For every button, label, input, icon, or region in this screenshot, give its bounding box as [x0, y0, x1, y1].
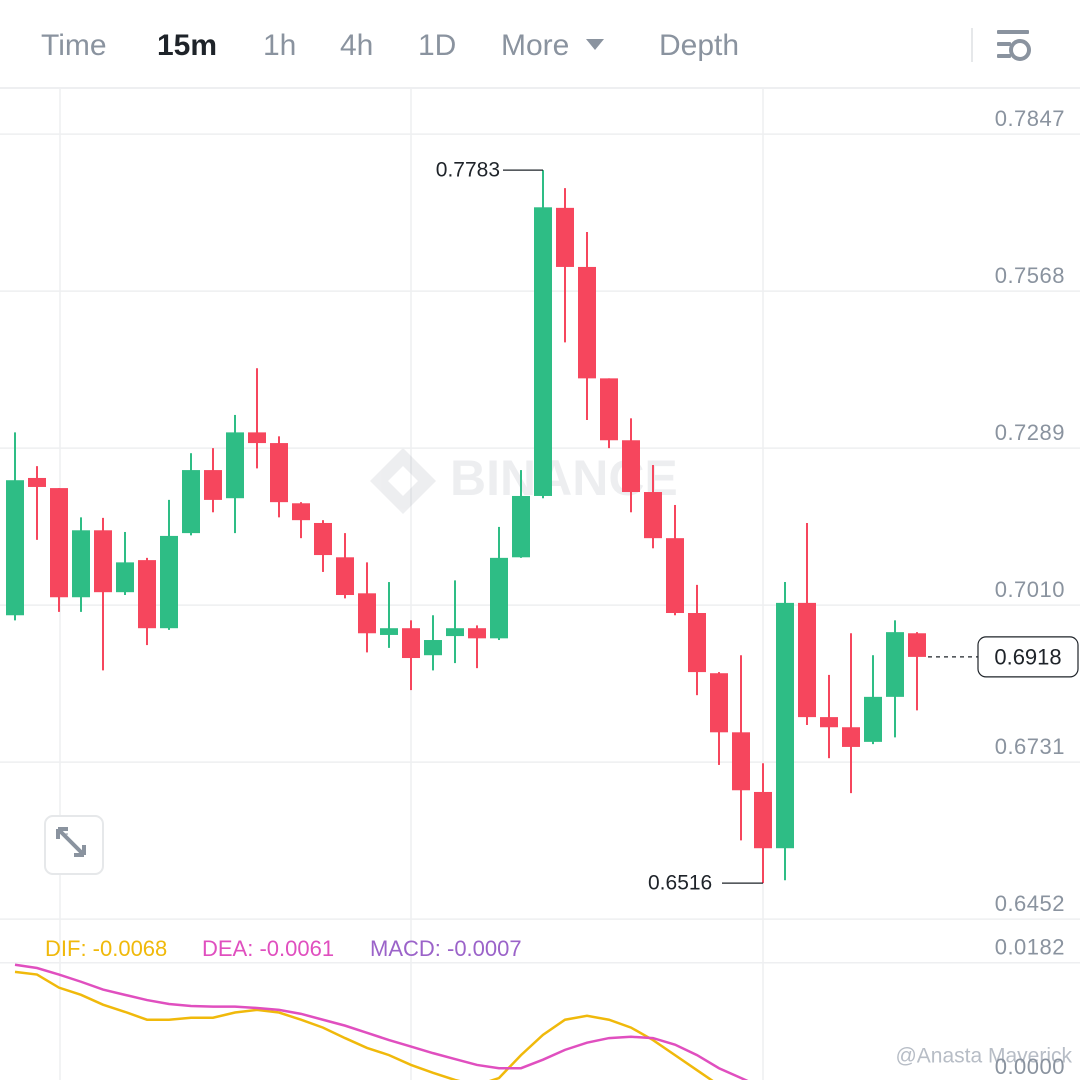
candle-body: [380, 628, 398, 635]
candle-body: [644, 492, 662, 539]
candle-body: [490, 557, 508, 639]
candle-body: [402, 628, 420, 659]
candle-body: [688, 613, 706, 673]
candle-body: [358, 593, 376, 634]
candle-body: [204, 470, 222, 500]
y-tick-label: 0.7289: [995, 420, 1065, 445]
candle-body: [72, 530, 90, 598]
candle-body: [710, 673, 728, 733]
tab[interactable]: 1h: [263, 29, 296, 62]
y-tick-label: 0.6731: [995, 734, 1065, 759]
candle-body: [6, 480, 24, 616]
tab[interactable]: Time: [41, 29, 107, 62]
candle-body: [886, 632, 904, 697]
candle-body: [50, 488, 68, 598]
candle-body: [578, 266, 596, 379]
candle-body: [512, 495, 530, 558]
watermark-text: BINANCE: [450, 450, 678, 506]
y-tick-label: 0.6452: [995, 891, 1065, 916]
candle-body: [248, 432, 266, 444]
y-tick-label: 0.7568: [995, 263, 1065, 288]
candle-body: [666, 538, 684, 614]
y-tick-label: 0.0000: [995, 1054, 1065, 1079]
candle-body: [732, 732, 750, 791]
min-label: 0.6516: [648, 872, 712, 895]
dropdown-arrow: [586, 39, 604, 50]
settings-icon[interactable]: [997, 30, 1031, 61]
candle-body: [138, 560, 156, 629]
last-price-label: 0.6918: [994, 645, 1061, 670]
candle-body: [336, 557, 354, 596]
candle-body: [864, 696, 882, 742]
expand-button[interactable]: [44, 815, 104, 875]
tab[interactable]: 4h: [340, 29, 373, 62]
candle-body: [820, 717, 838, 728]
candle-body: [182, 470, 200, 534]
y-tick-label: 0.0182: [995, 935, 1065, 960]
candle-body: [798, 602, 816, 718]
candle-body: [776, 602, 794, 849]
indicator-line: [14, 970, 714, 1080]
candle-body: [424, 640, 442, 656]
indicator-readout: MACD: -0.0007: [370, 936, 522, 961]
candle-body: [908, 633, 926, 657]
y-tick-label: 0.7010: [995, 577, 1065, 602]
candle-body: [226, 432, 244, 499]
tab[interactable]: 15m: [157, 29, 217, 62]
macd-lines: [14, 963, 749, 1080]
user-watermark: @Anasta Maverick: [895, 1045, 1072, 1068]
indicator-readout: DIF: -0.0068: [45, 936, 167, 961]
candle-body: [600, 378, 618, 441]
candle-body: [842, 727, 860, 747]
candle-body: [270, 443, 288, 503]
candle-body: [468, 628, 486, 639]
indicator-readout: DEA: -0.0061: [202, 936, 334, 961]
candle-body: [160, 535, 178, 629]
indicator-line: [14, 963, 749, 1080]
tab[interactable]: More: [501, 29, 569, 62]
max-label: 0.7783: [436, 159, 500, 182]
candle-body: [292, 503, 310, 521]
tab[interactable]: Depth: [659, 29, 739, 62]
candle-body: [446, 628, 464, 637]
candle-body: [94, 530, 112, 593]
candle-body: [28, 477, 46, 487]
y-tick-label: 0.7847: [995, 106, 1065, 131]
candle-body: [622, 440, 640, 493]
candle-body: [556, 207, 574, 267]
candle-body: [754, 791, 772, 849]
tab[interactable]: 1D: [418, 29, 456, 62]
candle-body: [534, 207, 552, 496]
candle-body: [116, 562, 134, 593]
candle-body: [314, 522, 332, 556]
last-price-box: [977, 636, 1079, 678]
